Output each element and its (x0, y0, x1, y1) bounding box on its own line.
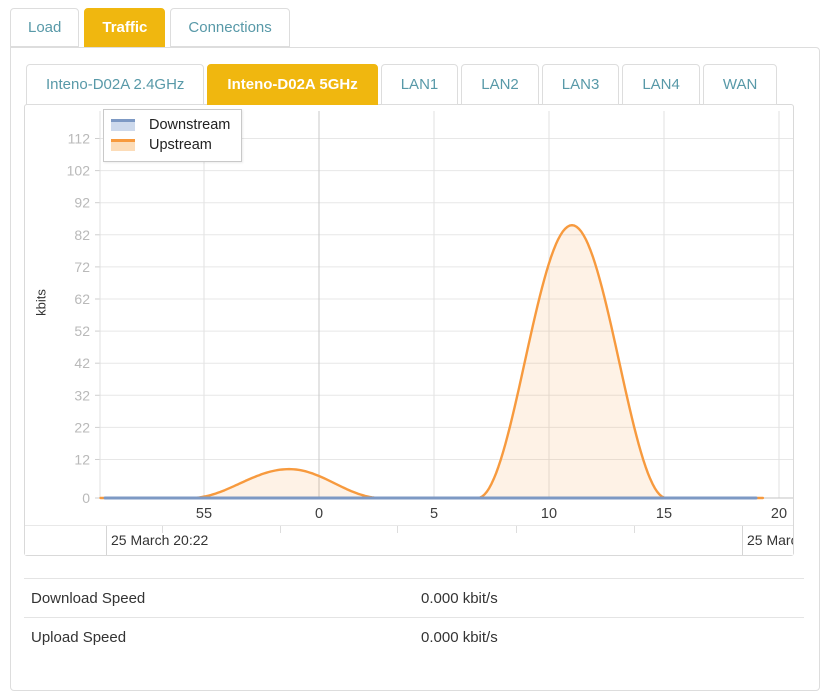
tab-lan4[interactable]: LAN4 (622, 64, 700, 105)
table-row: Download Speed 0.000 kbit/s (24, 578, 804, 617)
tab-lan2[interactable]: LAN2 (461, 64, 539, 105)
svg-text:32: 32 (74, 387, 90, 403)
svg-text:55: 55 (196, 506, 212, 522)
traffic-chart-panel: 0 12 22 32 42 52 62 72 82 92 102 112 55 0 5 10 15 20 kbit… (24, 104, 794, 556)
svg-text:12: 12 (74, 451, 90, 467)
svg-text:10: 10 (541, 506, 557, 522)
upload-speed-value: 0.000 kbit/s (421, 628, 498, 646)
svg-text:0: 0 (315, 506, 323, 522)
time-range-strip: 25 March 20:22 25 Marc (25, 525, 793, 555)
speed-stats-table: Download Speed 0.000 kbit/s Upload Speed… (24, 578, 804, 656)
download-speed-label: Download Speed (31, 589, 146, 607)
range-minor-tick (516, 526, 517, 533)
svg-text:5: 5 (430, 506, 438, 522)
svg-text:15: 15 (656, 506, 672, 522)
tab-inteno-5ghz[interactable]: Inteno-D02A 5GHz (207, 64, 378, 105)
tab-traffic[interactable]: Traffic (84, 8, 166, 47)
table-row: Upload Speed 0.000 kbit/s (24, 617, 804, 656)
svg-text:52: 52 (74, 323, 90, 339)
interface-tab-bar: Inteno-D02A 2.4GHz Inteno-D02A 5GHz LAN1… (26, 64, 806, 105)
legend-item-downstream: Downstream (111, 115, 230, 135)
tab-wan[interactable]: WAN (702, 64, 778, 105)
traffic-card: Inteno-D02A 2.4GHz Inteno-D02A 5GHz LAN1… (10, 47, 820, 691)
tab-load[interactable]: Load (10, 8, 80, 47)
range-minor-tick (397, 526, 398, 533)
svg-text:82: 82 (74, 227, 90, 243)
range-boundary-right (742, 526, 743, 555)
tab-connections[interactable]: Connections (170, 8, 290, 47)
upload-speed-label: Upload Speed (31, 628, 127, 646)
legend-label-downstream: Downstream (149, 117, 231, 133)
range-minor-tick (280, 526, 281, 533)
svg-text:42: 42 (74, 355, 90, 371)
upstream-swatch-icon (111, 139, 135, 151)
y-axis-label: kbits (33, 289, 49, 316)
svg-text:72: 72 (74, 259, 90, 275)
svg-text:22: 22 (74, 419, 90, 435)
traffic-chart: 0 12 22 32 42 52 62 72 82 92 102 112 55 0 5 10 15 20 (67, 111, 793, 522)
main-tab-bar: Load Traffic Connections (10, 8, 820, 47)
range-minor-tick (162, 526, 163, 533)
svg-text:20: 20 (771, 506, 787, 522)
range-start-label: 25 March 20:22 (111, 532, 209, 548)
legend-item-upstream: Upstream (111, 135, 230, 155)
svg-text:92: 92 (74, 195, 90, 211)
svg-text:62: 62 (74, 291, 90, 307)
downstream-swatch-icon (111, 119, 135, 131)
range-minor-tick (634, 526, 635, 533)
legend-label-upstream: Upstream (149, 137, 212, 153)
svg-text:0: 0 (82, 490, 90, 506)
range-boundary-left (106, 526, 107, 555)
tab-lan1[interactable]: LAN1 (380, 64, 459, 105)
tab-inteno-24ghz[interactable]: Inteno-D02A 2.4GHz (26, 64, 205, 105)
download-speed-value: 0.000 kbit/s (421, 589, 498, 607)
svg-text:102: 102 (67, 163, 91, 179)
chart-legend: Downstream Upstream (103, 109, 243, 162)
tab-lan3[interactable]: LAN3 (541, 64, 620, 105)
svg-text:112: 112 (68, 131, 91, 147)
range-end-label: 25 Marc (747, 532, 793, 548)
